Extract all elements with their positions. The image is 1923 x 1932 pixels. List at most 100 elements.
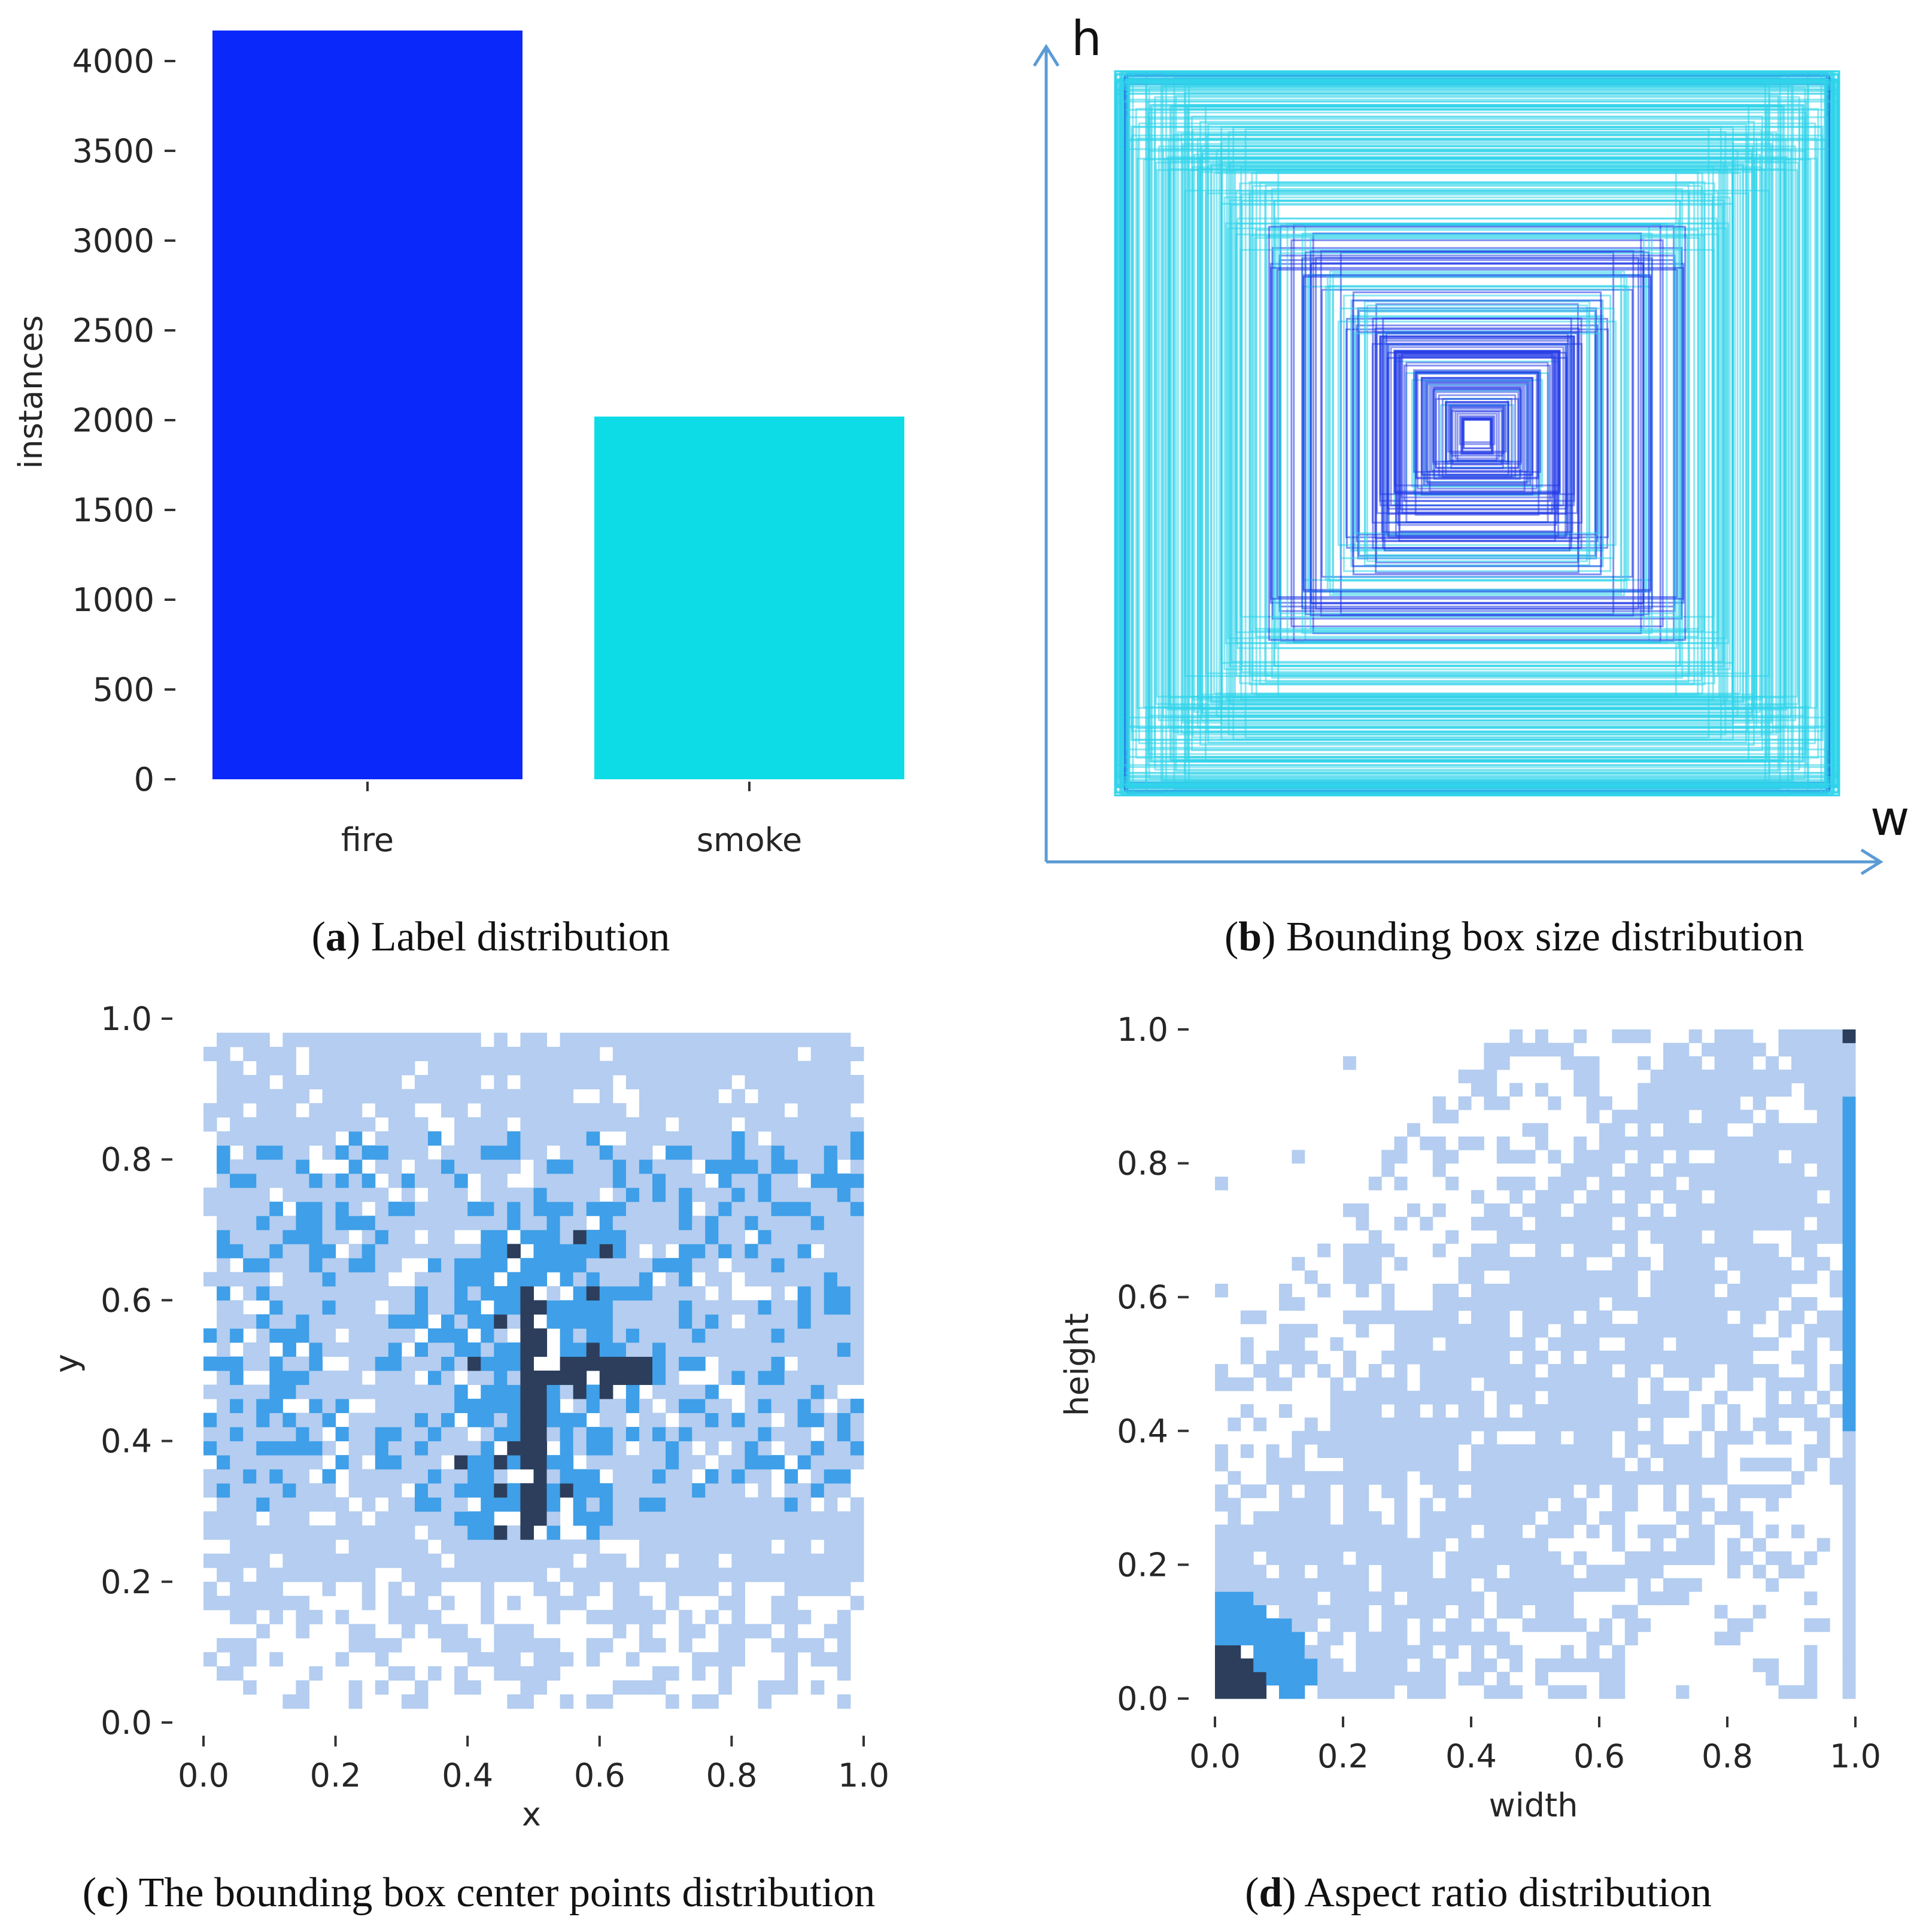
d-cell: [1586, 1150, 1600, 1164]
d-cell: [1471, 1471, 1484, 1485]
c-cell: [296, 1680, 309, 1695]
d-cell: [1279, 1632, 1292, 1646]
d-cell: [1548, 1618, 1562, 1632]
c-cell: [481, 1371, 494, 1386]
c-cell: [282, 1103, 296, 1118]
c-cell: [666, 1229, 679, 1244]
c-cell: [546, 1511, 561, 1526]
c-cell: [454, 1061, 468, 1076]
d-cell: [1804, 1645, 1818, 1659]
c-cell: [586, 1075, 600, 1090]
c-cell: [705, 1384, 719, 1399]
d-cell: [1676, 1096, 1690, 1110]
c-cell: [481, 1652, 494, 1667]
c-cell: [850, 1427, 864, 1442]
c-cell: [309, 1187, 323, 1202]
d-cell: [1560, 1484, 1574, 1499]
c-cell: [309, 1497, 323, 1512]
d-cell: [1240, 1404, 1254, 1418]
d-cell: [1650, 1444, 1664, 1459]
c-heatmap-cells: [203, 1032, 864, 1709]
d-cell: [1304, 1497, 1318, 1512]
c-cell: [824, 1328, 838, 1343]
d-cell: [1663, 1497, 1676, 1512]
d-cell: [1381, 1632, 1395, 1646]
c-cell: [666, 1483, 679, 1498]
c-cell: [731, 1441, 745, 1456]
c-cell: [507, 1300, 521, 1315]
c-cell: [507, 1286, 521, 1301]
d-cell: [1740, 1270, 1754, 1284]
c-cell: [784, 1257, 798, 1272]
c-cell: [454, 1032, 468, 1047]
d-cell: [1650, 1230, 1664, 1244]
d-cell: [1740, 1337, 1754, 1351]
c-cell: [745, 1427, 759, 1442]
c-cell: [692, 1539, 706, 1554]
a-ytick-label: 1500: [72, 491, 154, 529]
c-cell: [309, 1103, 323, 1118]
c-cell: [758, 1469, 772, 1484]
d-cell: [1560, 1591, 1574, 1605]
d-cell: [1228, 1632, 1241, 1646]
c-caption-letter: c: [96, 1870, 115, 1916]
d-cell: [1368, 1417, 1382, 1432]
c-cell: [705, 1229, 719, 1244]
c-cell: [573, 1117, 587, 1132]
d-cell: [1458, 1538, 1472, 1552]
d-cell: [1702, 1350, 1715, 1365]
d-cell: [1394, 1658, 1408, 1672]
d-cell: [1445, 1471, 1459, 1485]
d-cell: [1842, 1565, 1856, 1579]
c-cell: [296, 1624, 309, 1639]
d-cell: [1420, 1497, 1433, 1512]
c-cell: [533, 1568, 548, 1582]
d-cell: [1752, 1605, 1766, 1619]
c-cell: [612, 1624, 627, 1639]
d-cell: [1509, 1390, 1523, 1405]
d-cell: [1586, 1364, 1600, 1378]
c-cell: [414, 1173, 429, 1188]
d-cell: [1599, 1203, 1612, 1217]
c-cell: [467, 1441, 481, 1456]
c-cell: [612, 1356, 627, 1371]
d-cell: [1471, 1217, 1484, 1231]
c-cell: [401, 1666, 415, 1681]
c-cell: [309, 1455, 323, 1470]
c-cell: [256, 1117, 270, 1132]
c-cell: [467, 1131, 481, 1146]
c-cell: [784, 1216, 798, 1231]
c-cell: [507, 1384, 521, 1399]
c-cell: [256, 1596, 270, 1611]
d-cell: [1702, 1203, 1715, 1217]
d-cell: [1573, 1217, 1587, 1231]
c-cell: [797, 1581, 812, 1596]
c-cell: [533, 1371, 548, 1386]
d-cell: [1535, 1310, 1548, 1325]
c-cell: [375, 1032, 389, 1047]
d-cell: [1522, 1310, 1536, 1325]
d-cell: [1573, 1430, 1587, 1445]
d-cell: [1791, 1377, 1804, 1392]
c-cell: [335, 1216, 350, 1231]
c-cell: [203, 1596, 217, 1611]
d-cell: [1714, 1217, 1728, 1231]
c-cell: [428, 1497, 442, 1512]
d-cell: [1420, 1136, 1433, 1150]
d-cell: [1394, 1217, 1408, 1231]
c-cell: [494, 1412, 508, 1427]
c-cell: [731, 1342, 745, 1357]
d-cell: [1496, 1591, 1510, 1605]
c-cell: [546, 1159, 561, 1174]
c-cell: [533, 1483, 548, 1498]
c-cell: [731, 1089, 745, 1104]
d-cell: [1727, 1323, 1740, 1338]
c-cell: [309, 1371, 323, 1386]
d-cell: [1368, 1310, 1382, 1325]
d-cell: [1484, 1471, 1497, 1485]
c-cell: [217, 1229, 230, 1244]
d-cell: [1752, 1190, 1766, 1204]
b-h-arrowhead: [1032, 44, 1060, 67]
c-cell: [481, 1286, 494, 1301]
c-cell: [533, 1399, 548, 1414]
